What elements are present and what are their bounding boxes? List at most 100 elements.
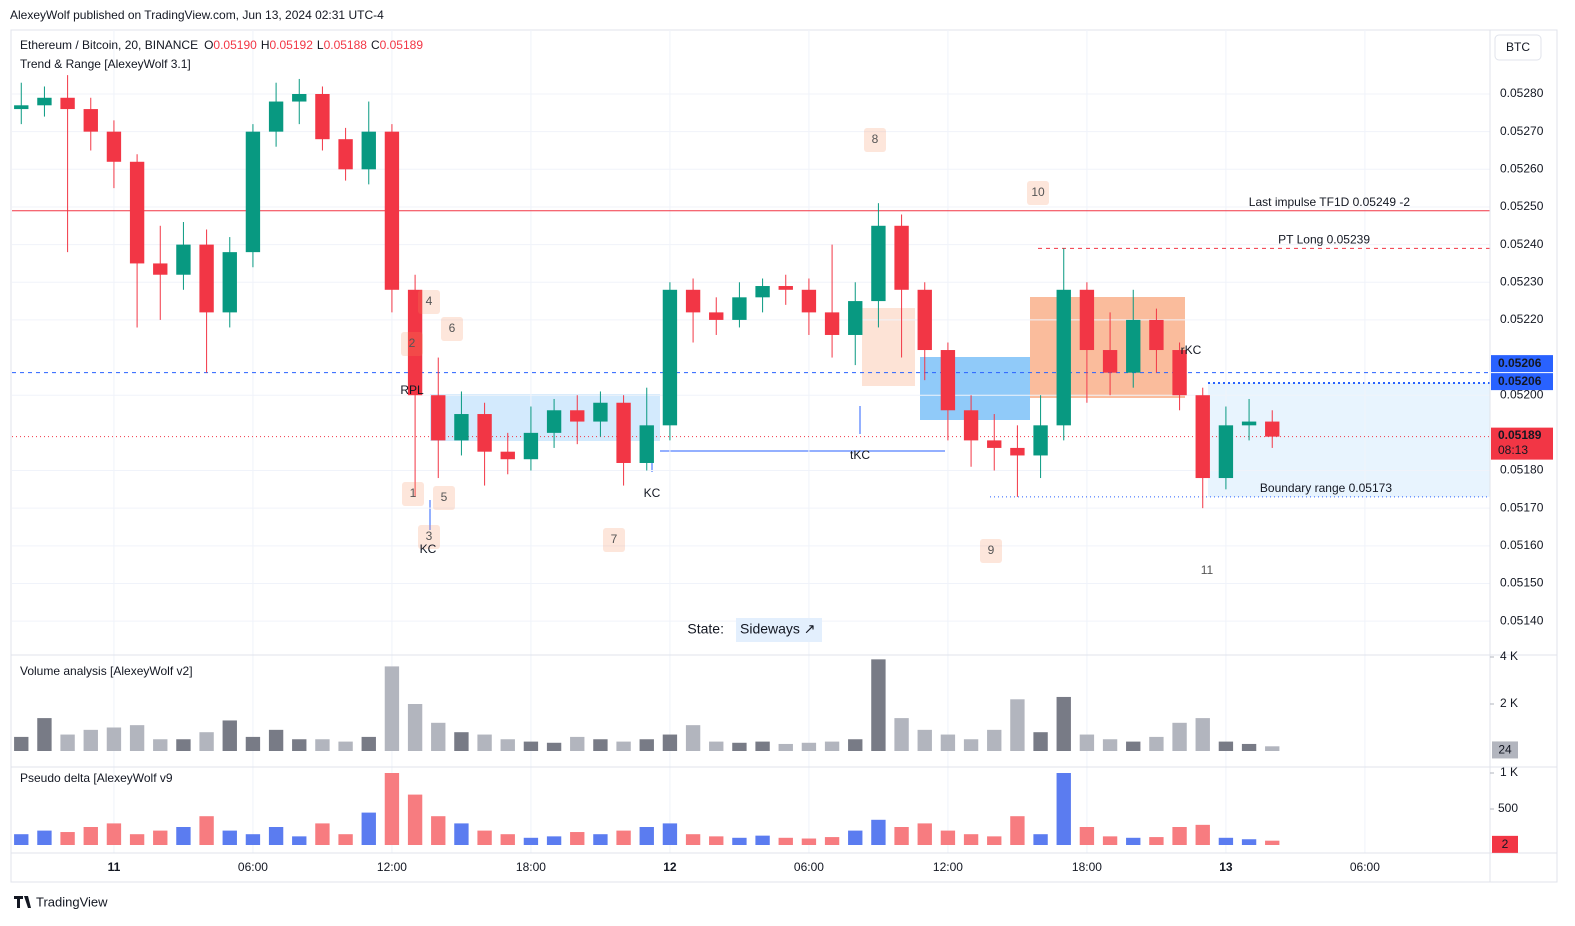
delta-bar: [1149, 837, 1164, 845]
candle-body: [384, 131, 400, 290]
legend: Ethereum / Bitcoin, 20, BINANCE O0.05190 H…: [20, 38, 423, 52]
x-tick-label: 18:00: [516, 860, 546, 874]
candle-body: [37, 97, 52, 106]
delta-bar: [83, 827, 98, 845]
candle-body: [871, 225, 886, 302]
delta-bar: [1033, 834, 1048, 845]
delta-bar: [732, 837, 747, 845]
candle-body: [500, 451, 515, 460]
y-tick-label: 500: [1498, 801, 1518, 815]
y-tick-label: 0.05230: [1500, 274, 1544, 288]
currency-button[interactable]: [1494, 34, 1542, 61]
x-tick-label: 06:00: [794, 860, 824, 874]
delta-bar: [407, 794, 423, 845]
delta-bar: [824, 837, 840, 845]
state-value: Sideways ↗: [740, 621, 816, 637]
volume-bar: [37, 718, 52, 751]
volume-bar: [338, 741, 353, 751]
level-label: Boundary range 0.05173: [1260, 481, 1392, 495]
delta-bar: [1241, 839, 1257, 845]
candle-body: [523, 432, 539, 460]
delta-bar: [106, 823, 122, 845]
candle-body: [662, 289, 678, 426]
candle-body: [963, 410, 979, 441]
candle-body: [176, 244, 191, 275]
volume-bar: [176, 739, 191, 751]
candle-body: [546, 410, 562, 433]
candle-body: [1126, 319, 1141, 373]
last-value-label: 2: [1502, 837, 1509, 851]
delta-bar: [616, 830, 631, 845]
delta-bar: [848, 830, 863, 845]
candle-body: [1079, 289, 1095, 351]
annotation-text: KC: [420, 542, 437, 556]
volume-bar: [454, 732, 469, 751]
currency[interactable]: BTC: [1506, 40, 1530, 54]
candle-body: [709, 312, 724, 320]
ohlc-key: O: [204, 38, 213, 52]
volume-bar: [917, 729, 932, 751]
ohlc-value: 0.05192: [269, 38, 313, 52]
delta-bar: [129, 834, 145, 845]
y-tick-label: 0.05160: [1500, 538, 1544, 552]
marker-box: [980, 539, 1002, 563]
volume-bar: [593, 739, 608, 751]
zone: [1208, 383, 1490, 497]
delta-bar: [1195, 824, 1210, 845]
volume-bar: [245, 736, 261, 751]
volume-bar: [222, 720, 237, 751]
delta-bar: [37, 830, 52, 845]
delta-bar: [1102, 836, 1118, 845]
candle-body: [315, 94, 330, 140]
level-label: PT Long 0.05239: [1278, 233, 1370, 247]
marker-label: 8: [872, 132, 879, 146]
candle-body: [1102, 350, 1118, 373]
price-tag-label: 0.05206: [1498, 356, 1542, 370]
y-tick-label: 0.05170: [1500, 500, 1544, 514]
volume-bar: [477, 734, 492, 751]
y-tick-label: 0.05270: [1500, 124, 1544, 138]
candle-body: [431, 395, 446, 441]
delta-bar: [662, 823, 678, 845]
candle-body: [1195, 395, 1210, 479]
candle-body: [268, 101, 284, 132]
marker-label: 2: [409, 336, 416, 350]
candle-body: [338, 139, 353, 170]
delta-bar: [384, 773, 400, 845]
candle-body: [153, 263, 168, 275]
annotation-text: rKC: [1181, 343, 1202, 357]
volume-bar: [570, 736, 585, 751]
price-tag: [1491, 355, 1553, 373]
y-tick-label: 0.05150: [1500, 576, 1544, 590]
volume-bar: [431, 722, 446, 751]
volume-bar: [1033, 732, 1048, 751]
volume-title: Volume analysis [AlexeyWolf v2]: [20, 664, 193, 678]
delta-bar: [871, 819, 886, 845]
volume-bar: [523, 741, 539, 751]
footer: TradingView: [36, 894, 108, 909]
delta-bar: [755, 835, 770, 845]
volume-bar: [685, 725, 701, 751]
delta-bar: [315, 823, 330, 845]
volume-bar: [1056, 696, 1071, 751]
price-tag-label: 0.05206: [1498, 374, 1542, 388]
x-tick-label: 12:00: [377, 860, 407, 874]
logo: [14, 896, 31, 908]
delta-bar: [1172, 827, 1187, 845]
marker-box: [603, 528, 625, 552]
marker-box: [433, 486, 455, 510]
candle-body: [199, 244, 214, 313]
volume-bar: [106, 727, 122, 751]
volume-bar: [1149, 736, 1164, 751]
x-tick-label: 12: [663, 860, 677, 874]
volume-bar: [871, 659, 886, 751]
delta-bar: [639, 827, 654, 845]
x-tick-label: 11: [108, 860, 121, 874]
x-tick-label: 06:00: [238, 860, 268, 874]
delta-bar: [987, 836, 1002, 845]
delta-bar: [523, 837, 539, 845]
candle-body: [848, 301, 863, 335]
y-tick-label: 0.05240: [1500, 237, 1544, 251]
volume-bar: [384, 666, 400, 751]
